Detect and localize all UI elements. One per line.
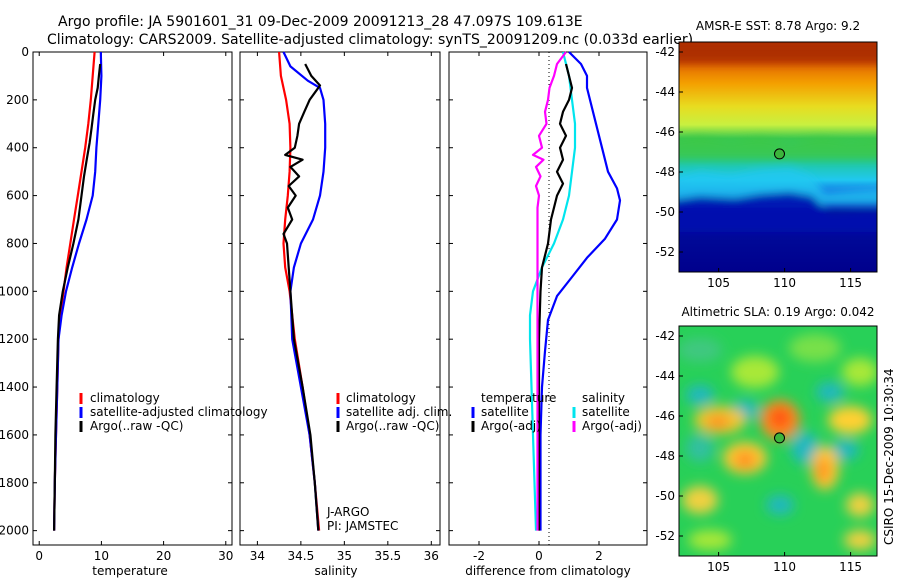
salinity-axes-box [239,51,441,546]
x-tick-label: 34 [250,549,265,563]
y-tick-label: 1400 [0,380,29,394]
legend-label-argo: Argo(..raw -QC) [346,419,439,433]
y-tick-label: 1200 [0,332,29,346]
salinity-ticks: 34 34.5 35 35.5 36 [240,51,440,563]
sla-map-ticks: 105 110 115 -42 -44 -46 -48 -50 -52 [655,329,862,574]
difference-axes-box [448,51,648,546]
side-timestamp-label: CSIRO 15-Dec-2009 10:30:34 [882,368,896,545]
temperature-axes-box [32,51,233,546]
x-tick-label: 0 [535,549,543,563]
y-tick-label: 400 [6,141,29,155]
y-tick-label: 1600 [0,428,29,442]
sst-argo-location-marker [774,148,785,160]
map-y-tick-label: -50 [655,205,675,219]
x-tick-label: 20 [156,549,171,563]
y-tick-label: 0 [21,45,29,59]
x-tick-label: 36 [424,549,439,563]
x-tick-label: 34.5 [288,549,315,563]
map-x-tick-label: 105 [707,276,730,290]
legend-label-sal-satellite: satellite [582,405,630,419]
x-tick-label: 35 [337,549,352,563]
sst-map-title: AMSR-E SST: 8.78 Argo: 9.2 [696,19,860,33]
salinity-panel: 34 34.5 35 35.5 36 salinity climatology sate… [239,51,452,578]
salinity-lines [278,51,327,531]
map-y-tick-label: -48 [655,165,675,179]
temperature-panel: 0 10 20 30 0 200 400 600 800 1000 1200 1400 1600 1800… [0,45,268,578]
salinity-xlabel: salinity [314,564,357,578]
map-y-tick-label: -44 [655,369,675,383]
map-x-tick-label: 105 [707,560,730,574]
map-x-tick-label: 110 [773,560,796,574]
sla-argo-location-marker [774,432,785,444]
map-y-tick-label: -52 [655,245,675,259]
y-tick-label: 1800 [0,476,29,490]
map-y-tick-label: -44 [655,85,675,99]
difference-lines [528,51,622,531]
series-line-climatology [53,51,96,531]
sst-map-axes-box [678,41,878,273]
difference-xlabel: difference from climatology [465,564,631,578]
legend-label-climatology: climatology [90,391,160,405]
legend-label-temp-argo: Argo(-adj) [481,419,541,433]
series-line-salinity-argo-adj [531,51,567,531]
sla-map-axes-box [678,325,878,557]
x-tick-label: 30 [218,549,233,563]
sla-map-panel: Altimetric SLA: 0.19 Argo: 0.042 [655,305,878,574]
figure-header-line1: Argo profile: JA 5901601_31 09-Dec-2009 … [58,14,583,30]
x-tick-label: 35.5 [374,549,401,563]
annotation-j-argo: J-ARGO [326,505,369,519]
sla-map-title: Altimetric SLA: 0.19 Argo: 0.042 [681,305,874,319]
map-y-tick-label: -42 [655,329,675,343]
y-tick-label: 200 [6,93,29,107]
salinity-legend: climatology satellite adj. clim. Argo(..… [336,391,452,433]
legend-label-satellite-adj: satellite adj. clim. [346,405,452,419]
legend-heading-temperature: temperature [481,391,556,405]
sst-map-ticks: 105 110 115 -42 -44 -46 -48 -50 -52 [655,45,862,290]
temperature-lines [53,51,103,531]
series-line-temperature-argo-adj [537,63,574,531]
series-line-temperature-satellite [539,51,622,531]
legend-label-temp-satellite: satellite [481,405,529,419]
difference-legend: temperature salinity satellite satellite… [471,391,642,433]
x-tick-label: -2 [473,549,485,563]
series-line-satellite-adjusted-climatology [53,51,103,531]
legend-heading-salinity: salinity [582,391,625,405]
map-y-tick-label: -46 [655,125,675,139]
difference-ticks: -2 0 2 [449,51,647,563]
series-line-salinity-satellite [528,51,577,531]
sla-heatmap [679,326,877,556]
map-x-tick-label: 110 [773,276,796,290]
legend-label-satellite-adjusted: satellite-adjusted climatology [90,405,268,419]
legend-label-argo: Argo(..raw -QC) [90,419,183,433]
map-y-tick-label: -46 [655,409,675,423]
legend-label-sal-argo: Argo(-adj) [582,419,642,433]
y-tick-label: 800 [6,236,29,250]
temperature-legend: climatology satellite-adjusted climatolo… [79,391,268,433]
map-y-tick-label: -52 [655,529,675,543]
y-tick-label: 600 [6,189,29,203]
x-tick-label: 10 [94,549,109,563]
map-x-tick-label: 115 [839,560,862,574]
map-y-tick-label: -48 [655,449,675,463]
y-tick-label: 1000 [0,284,29,298]
temperature-ticks: 0 10 20 30 0 200 400 600 800 1000 1200 1400 1600 1800… [0,45,233,563]
difference-panel: -2 0 2 difference from climatology tempera… [448,51,648,578]
sst-map-panel: AMSR-E SST: 8.78 Argo: 9.2 105 110 115 -42 -… [655,19,878,290]
x-tick-label: 0 [35,549,43,563]
x-tick-label: 2 [595,549,603,563]
map-y-tick-label: -50 [655,489,675,503]
legend-label-climatology: climatology [346,391,416,405]
figure-header-line2: Climatology: CARS2009. Satellite-adjuste… [47,32,693,48]
series-line-argo-raw-qc [53,63,102,531]
y-tick-label: 2000 [0,524,29,538]
map-x-tick-label: 115 [839,276,862,290]
temperature-xlabel: temperature [92,564,167,578]
map-y-tick-label: -42 [655,45,675,59]
series-line-argo-raw-qc [282,63,322,531]
annotation-pi-jamstec: PI: JAMSTEC [327,519,398,533]
